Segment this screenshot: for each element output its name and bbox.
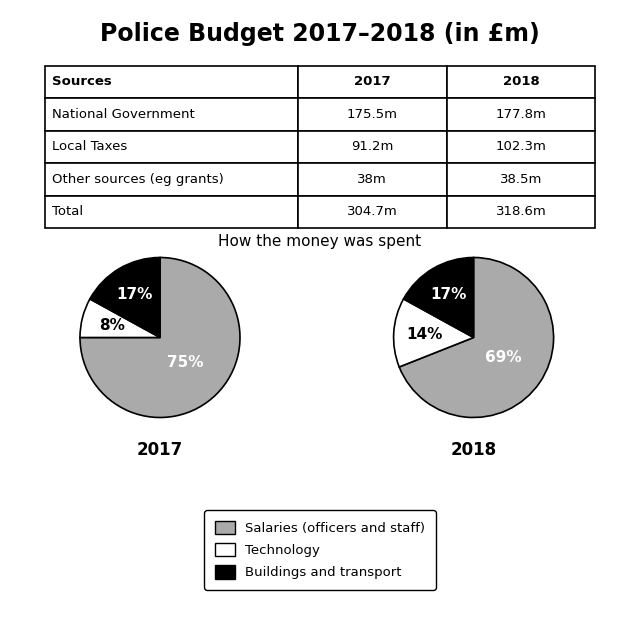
Text: 177.8m: 177.8m — [495, 108, 547, 121]
Wedge shape — [80, 258, 240, 418]
Text: National Government: National Government — [52, 108, 195, 121]
Text: 2017: 2017 — [354, 76, 390, 88]
Text: 14%: 14% — [406, 327, 442, 342]
Text: 2017: 2017 — [137, 441, 183, 459]
Wedge shape — [394, 299, 474, 367]
Text: 38m: 38m — [357, 173, 387, 186]
Wedge shape — [80, 299, 160, 338]
Wedge shape — [399, 258, 554, 418]
Text: 102.3m: 102.3m — [495, 141, 547, 153]
Text: 175.5m: 175.5m — [347, 108, 398, 121]
Text: How the money was spent: How the money was spent — [218, 234, 422, 249]
Text: 75%: 75% — [167, 356, 204, 371]
Wedge shape — [403, 258, 474, 338]
Text: Other sources (eg grants): Other sources (eg grants) — [52, 173, 224, 186]
Text: Sources: Sources — [52, 76, 112, 88]
Text: 91.2m: 91.2m — [351, 141, 394, 153]
Text: 17%: 17% — [116, 288, 153, 302]
Text: 38.5m: 38.5m — [500, 173, 542, 186]
Text: 69%: 69% — [485, 350, 522, 365]
Text: 2018: 2018 — [451, 441, 497, 459]
Text: 318.6m: 318.6m — [495, 206, 547, 218]
Legend: Salaries (officers and staff), Technology, Buildings and transport: Salaries (officers and staff), Technolog… — [204, 510, 436, 590]
Text: Police Budget 2017–2018 (in £m): Police Budget 2017–2018 (in £m) — [100, 22, 540, 46]
Text: Local Taxes: Local Taxes — [52, 141, 128, 153]
Text: 8%: 8% — [99, 318, 125, 332]
Text: 17%: 17% — [430, 288, 467, 302]
Text: 2018: 2018 — [502, 76, 540, 88]
Text: Total: Total — [52, 206, 84, 218]
Wedge shape — [90, 258, 160, 338]
Text: 304.7m: 304.7m — [347, 206, 397, 218]
